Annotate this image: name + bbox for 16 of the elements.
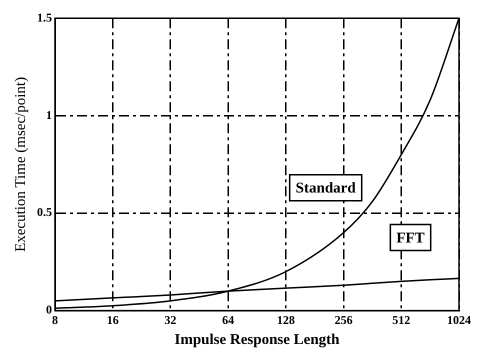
y-tick-label: 1.5: [37, 10, 52, 24]
y-tick-label: 0.5: [37, 205, 52, 220]
x-tick-label: 32: [164, 312, 176, 327]
x-axis-title: Impulse Response Length: [174, 332, 340, 348]
x-tick-label: 1024: [447, 312, 471, 327]
x-tick-label: 256: [334, 312, 353, 327]
x-tick-label: 8: [52, 312, 58, 327]
text: FFT: [396, 230, 425, 246]
x-tick-label: 512: [392, 312, 410, 327]
series-label: Standard: [296, 180, 356, 197]
y-axis-title: Execution Time (msec/point): [12, 76, 29, 252]
y-tick-label: 0: [46, 302, 52, 317]
x-tick-label: 64: [222, 312, 234, 327]
x-tick-label: 16: [106, 312, 119, 327]
x-tick-label: 128: [276, 312, 295, 327]
y-tick-label: 1: [46, 108, 52, 122]
